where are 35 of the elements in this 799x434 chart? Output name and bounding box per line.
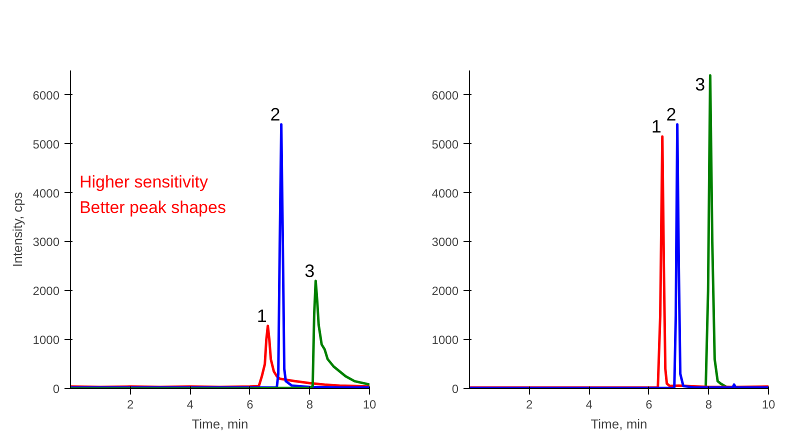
x-tick-label: 2 (526, 398, 533, 412)
y-tick-label: 2000 (432, 284, 459, 298)
y-tick-label: 3000 (432, 235, 459, 250)
y-tick-label: 2000 (32, 284, 60, 298)
series-label: 1 (651, 116, 662, 137)
x-tick-label: 6 (246, 398, 254, 412)
y-tick-label: 0 (452, 382, 459, 396)
y-tick-label: 4000 (32, 186, 60, 200)
series-label: 1 (256, 306, 267, 326)
x-tick-label: 10 (362, 398, 376, 412)
y-tick-label: 1000 (432, 333, 459, 348)
y-tick-label: 0 (52, 382, 60, 396)
y-tick-label: 6000 (432, 88, 459, 102)
x-tick-label: 10 (762, 398, 776, 412)
y-tick-label: 3000 (32, 235, 60, 250)
annotation: Higher sensitivity (79, 172, 208, 192)
y-tick-label: 6000 (32, 88, 60, 102)
x-tick-label: 8 (306, 398, 314, 412)
series-label: 3 (695, 74, 706, 94)
x-axis-title: Time, min (192, 416, 248, 432)
y-tick-label: 5000 (32, 137, 60, 152)
y-tick-label: 4000 (432, 186, 459, 200)
series-label: 2 (666, 104, 676, 124)
x-tick-label: 6 (646, 398, 653, 412)
x-tick-label: 2 (126, 398, 134, 412)
x-axis-title: Time, min (590, 416, 648, 432)
x-tick-label: 4 (586, 398, 593, 412)
y-axis-title: Intensity, cps (10, 192, 25, 267)
x-tick-label: 4 (186, 398, 194, 412)
annotation: Better peak shapes (79, 198, 226, 217)
series-label: 2 (270, 104, 280, 124)
x-tick-label: 8 (705, 398, 712, 412)
y-tick-label: 1000 (32, 333, 60, 348)
y-tick-label: 5000 (432, 137, 459, 152)
series-label: 3 (304, 260, 315, 281)
